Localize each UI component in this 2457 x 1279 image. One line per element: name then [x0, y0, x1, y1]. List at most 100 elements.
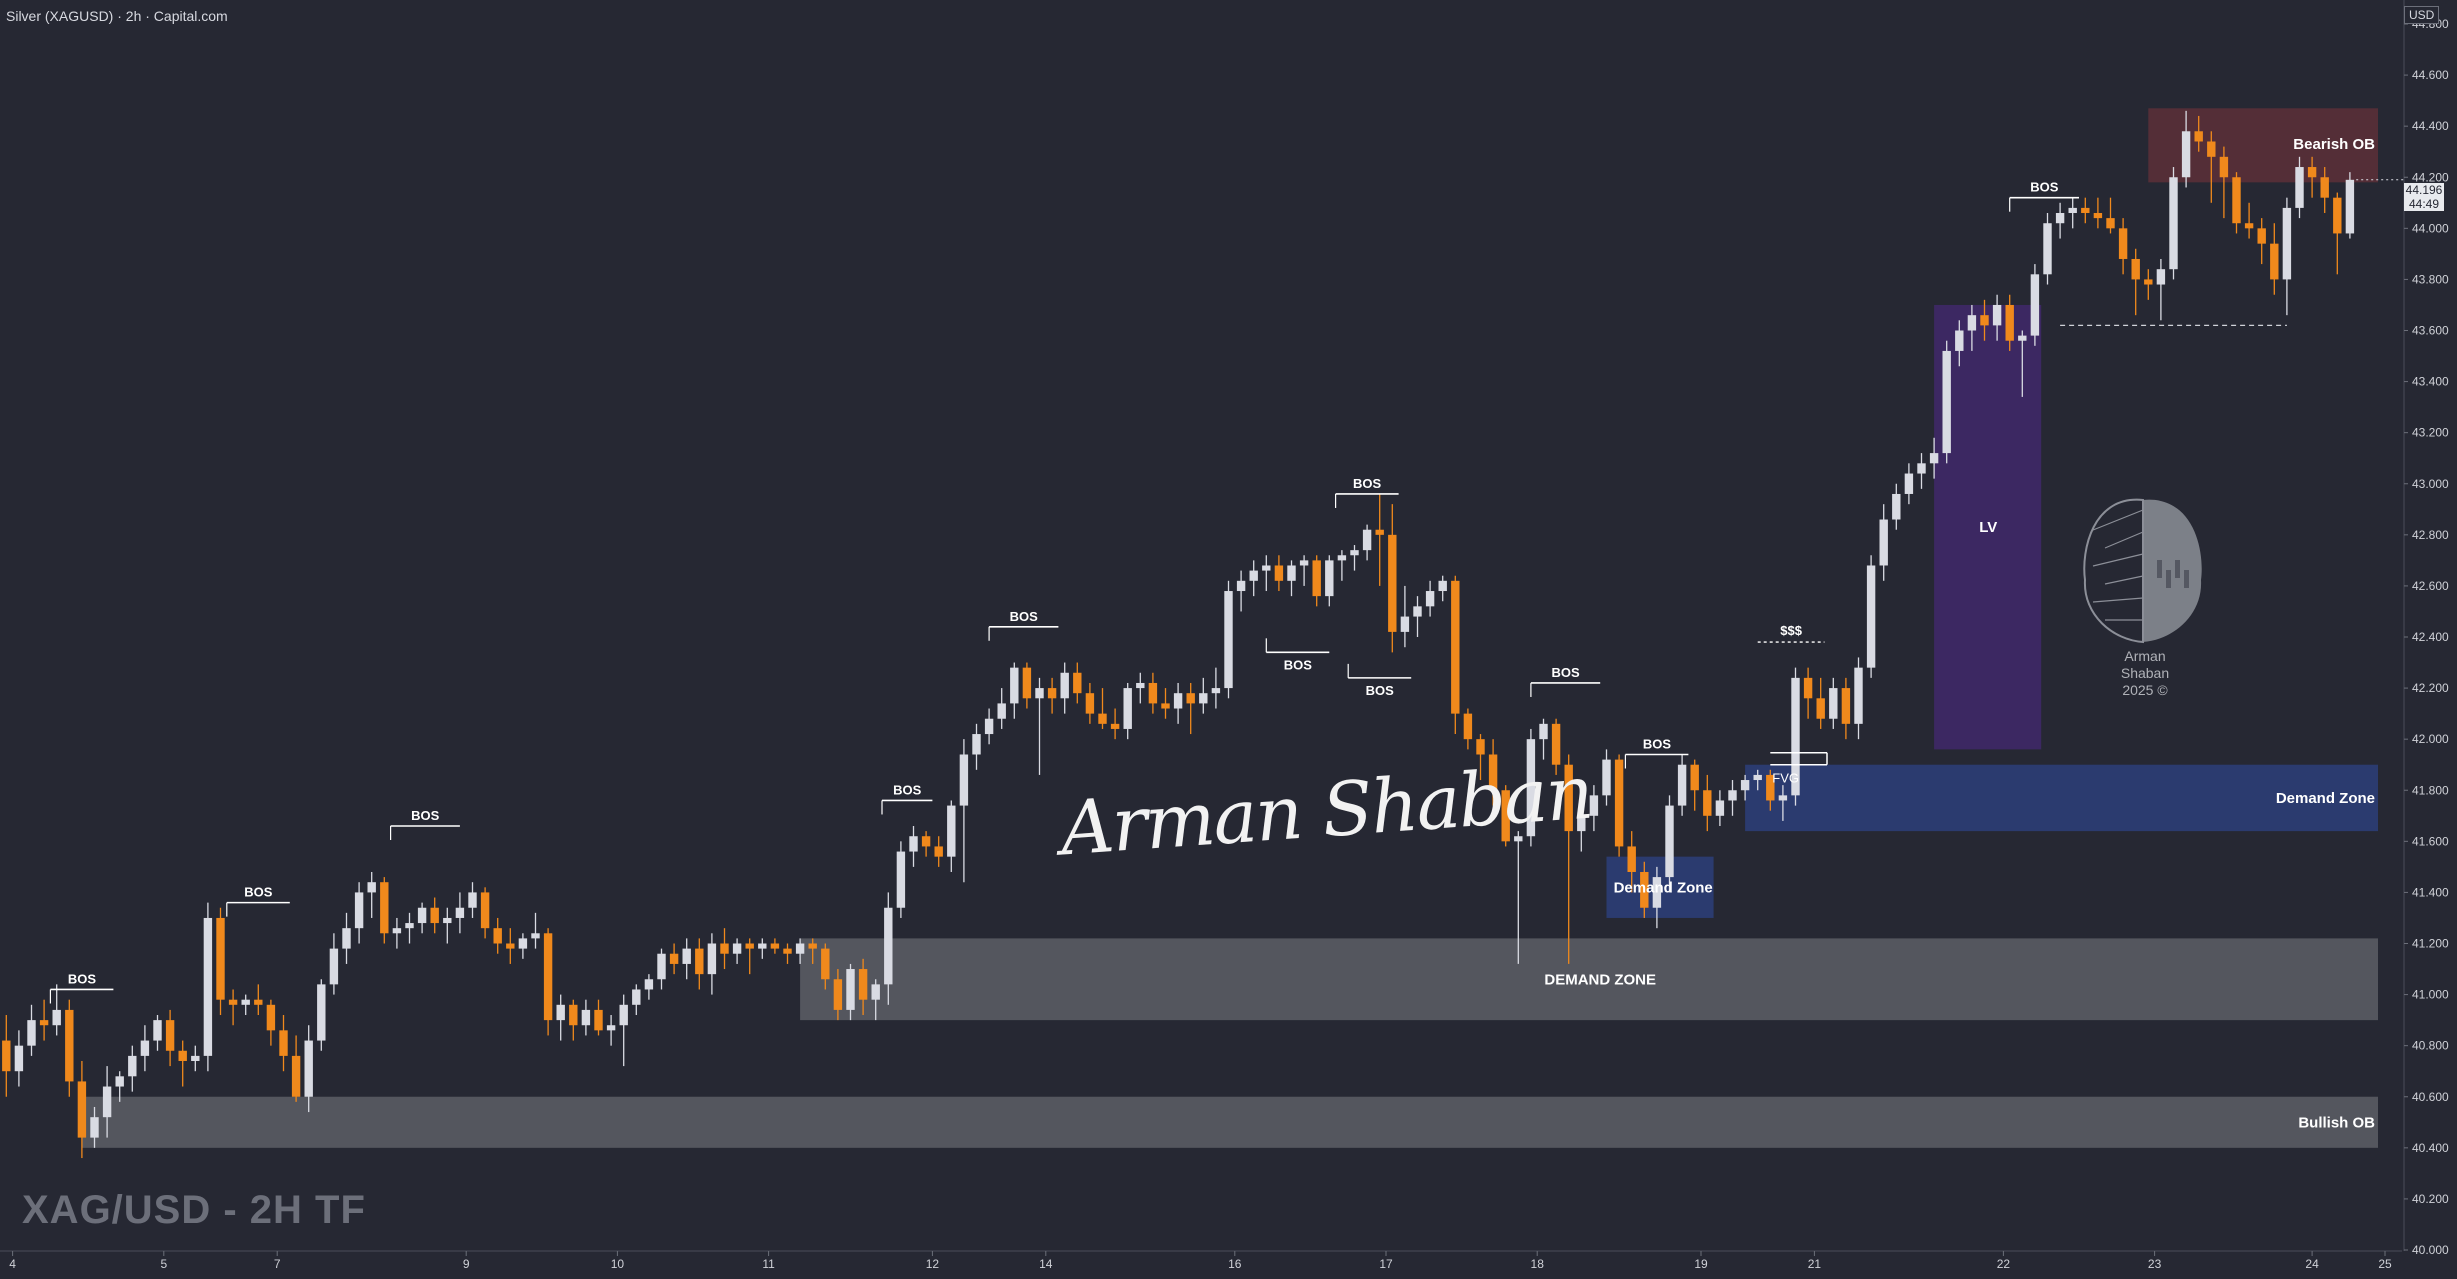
candle	[27, 1004, 36, 1056]
candle	[1186, 682, 1195, 735]
time-tick-label: 25	[2378, 1257, 2392, 1271]
candle-body	[821, 948, 830, 980]
price-tick-label: 43.600	[2412, 324, 2449, 338]
candle-body	[2333, 197, 2342, 234]
price-tick-label: 40.400	[2412, 1141, 2449, 1155]
time-tick-label: 9	[463, 1257, 470, 1271]
candle	[1060, 662, 1069, 714]
candle	[1287, 560, 1296, 597]
candle	[291, 1035, 301, 1102]
candle	[1123, 682, 1132, 740]
candle-body	[1740, 780, 1750, 791]
candle	[329, 933, 339, 995]
candle-body	[1413, 606, 1422, 617]
candle	[1047, 677, 1057, 714]
candle	[1224, 580, 1233, 699]
candle	[1753, 769, 1762, 791]
candle-body	[1652, 877, 1662, 908]
candle	[543, 928, 553, 1036]
bos-label: BOS	[1353, 476, 1382, 491]
candle-body	[1085, 693, 1095, 714]
candle	[758, 938, 767, 959]
candle-body	[1287, 565, 1296, 581]
candle	[871, 979, 880, 1021]
price-tick-label: 40.000	[2412, 1243, 2449, 1257]
candle-body	[1350, 550, 1359, 556]
candle	[2194, 115, 2203, 152]
symbol-title: Silver (XAGUSD) · 2h · Capital.com	[6, 8, 228, 24]
candle	[1438, 575, 1447, 602]
candle-body	[266, 1004, 276, 1031]
time-tick-label: 7	[274, 1257, 281, 1271]
candle	[1614, 754, 1624, 857]
candle-body	[329, 948, 339, 985]
candle-body	[430, 907, 439, 924]
candle-body	[2118, 228, 2128, 259]
candle	[997, 688, 1006, 729]
candle	[1312, 555, 1321, 607]
candle-body	[304, 1040, 313, 1097]
candle	[2333, 192, 2342, 275]
candle-body	[1224, 591, 1233, 689]
candle-body	[468, 892, 477, 908]
candle-body	[1438, 580, 1447, 592]
candle	[1551, 718, 1561, 775]
price-tick-label: 42.200	[2412, 681, 2449, 695]
candle	[1211, 667, 1221, 709]
candle-body	[984, 718, 994, 735]
candle-body	[1236, 580, 1246, 592]
candle-body	[493, 928, 502, 944]
time-tick-label: 5	[160, 1257, 167, 1271]
candle	[1728, 780, 1737, 816]
candle-body	[720, 943, 729, 954]
candle	[745, 938, 754, 975]
candle	[1236, 570, 1246, 612]
candle-body	[1829, 688, 1838, 719]
candle	[1904, 463, 1914, 505]
candle-body	[1249, 570, 1258, 581]
zone-label: Demand Zone	[1614, 879, 1713, 896]
candle	[921, 831, 931, 857]
currency-label[interactable]: USD	[2404, 6, 2440, 24]
candle-body	[1035, 688, 1044, 699]
candle-body	[506, 943, 515, 949]
candle-body	[808, 943, 817, 949]
candle-body	[934, 846, 943, 857]
candle	[1816, 677, 1825, 729]
candle-body	[216, 917, 225, 1000]
candle	[354, 882, 364, 944]
candle-body	[1715, 800, 1725, 816]
candle-body	[1577, 815, 1586, 832]
candle	[1829, 677, 1838, 729]
candle-body	[1614, 759, 1624, 847]
candle	[657, 948, 666, 990]
zone-label: LV	[1979, 519, 1997, 536]
candle-body	[644, 979, 654, 990]
candle	[1942, 340, 1951, 464]
brain-circuit-line	[2092, 509, 2144, 531]
price-tick-label: 44.400	[2412, 119, 2449, 133]
price-tick-label: 43.400	[2412, 375, 2449, 389]
candle-body	[1362, 529, 1372, 551]
candle	[1501, 785, 1510, 847]
bos-label: BOS	[411, 808, 440, 823]
candle	[695, 938, 704, 990]
candle	[581, 999, 591, 1036]
candle	[795, 938, 805, 964]
candle	[909, 826, 918, 867]
candle	[2118, 218, 2128, 275]
candle	[39, 999, 49, 1041]
candle-body	[115, 1076, 124, 1087]
candle-body	[203, 917, 213, 1056]
candle	[77, 1060, 87, 1159]
candle	[102, 1066, 112, 1138]
candle	[153, 1015, 162, 1051]
candle	[1413, 596, 1422, 637]
candle-body	[1753, 774, 1762, 781]
candle-body	[2169, 177, 2178, 270]
candle-body	[65, 1009, 74, 1082]
candle	[128, 1045, 137, 1092]
candle	[52, 984, 61, 1036]
price-tick-label: 42.400	[2412, 630, 2449, 644]
